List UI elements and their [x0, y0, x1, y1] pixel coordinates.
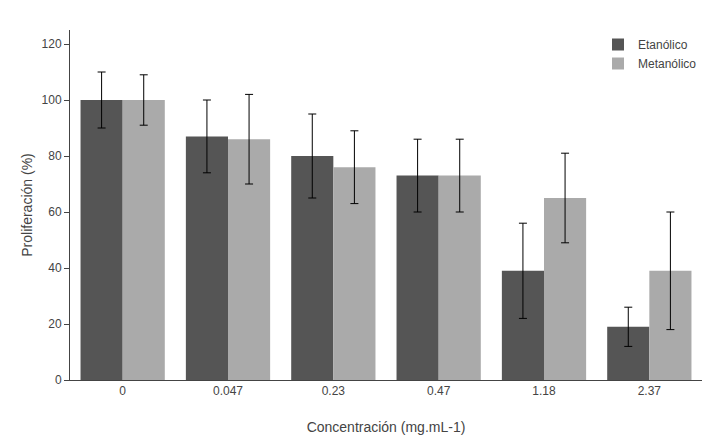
svg-text:80: 80	[48, 149, 62, 163]
svg-text:0.47: 0.47	[427, 384, 451, 398]
svg-text:Metanólico: Metanólico	[638, 57, 696, 71]
svg-text:Proliferación (%): Proliferación (%)	[19, 153, 35, 256]
svg-text:2.37: 2.37	[638, 384, 662, 398]
svg-text:60: 60	[48, 205, 62, 219]
svg-text:Concentración (mg.mL-1): Concentración (mg.mL-1)	[307, 419, 466, 435]
svg-text:Etanólico: Etanólico	[638, 38, 688, 52]
svg-text:20: 20	[48, 317, 62, 331]
svg-text:1.18: 1.18	[532, 384, 556, 398]
svg-text:0.23: 0.23	[322, 384, 346, 398]
svg-text:100: 100	[42, 93, 62, 107]
svg-text:0: 0	[119, 384, 126, 398]
svg-text:120: 120	[42, 37, 62, 51]
svg-text:0: 0	[55, 373, 62, 387]
svg-text:40: 40	[48, 261, 62, 275]
svg-text:0.047: 0.047	[213, 384, 243, 398]
